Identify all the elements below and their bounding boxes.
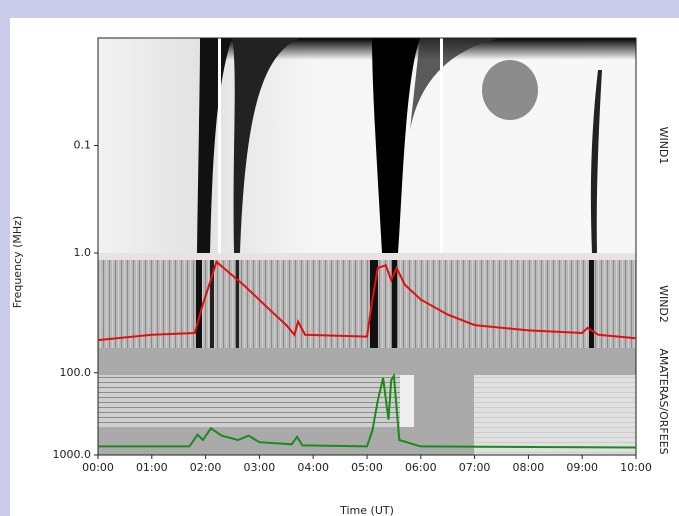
x-tick-label: 01:00: [136, 461, 168, 474]
x-tick-label: 02:00: [190, 461, 222, 474]
x-tick-label: 04:00: [297, 461, 329, 474]
flux-curve: [97, 260, 637, 342]
panel-label: WIND2: [657, 285, 670, 323]
x-tick-label: 06:00: [405, 461, 437, 474]
y-tick-label: 0.1: [74, 139, 92, 152]
y-tick-label: 100.0: [60, 366, 92, 379]
y-tick-label: 1.0: [74, 246, 92, 259]
panel-label: WIND1: [657, 127, 670, 165]
gap: [98, 253, 636, 260]
x-tick-label: 05:00: [351, 461, 383, 474]
panel-label: AMATERAS/ORFEES: [657, 348, 670, 454]
x-tick-label: 10:00: [620, 461, 652, 474]
x-tick-label: 03:00: [244, 461, 276, 474]
x-tick-label: 00:00: [82, 461, 114, 474]
y-axis-label: Frequency (MHz): [11, 216, 24, 308]
x-tick-label: 07:00: [459, 461, 491, 474]
wind1-spectrogram: [98, 38, 636, 253]
x-axis-label: Time (UT): [339, 504, 394, 516]
flux-curve: [98, 372, 637, 449]
x-tick-label: 09:00: [566, 461, 598, 474]
y-tick-label: 1000.0: [53, 448, 92, 461]
amateras-spectrogram: [98, 348, 636, 455]
x-tick-label: 08:00: [513, 461, 545, 474]
